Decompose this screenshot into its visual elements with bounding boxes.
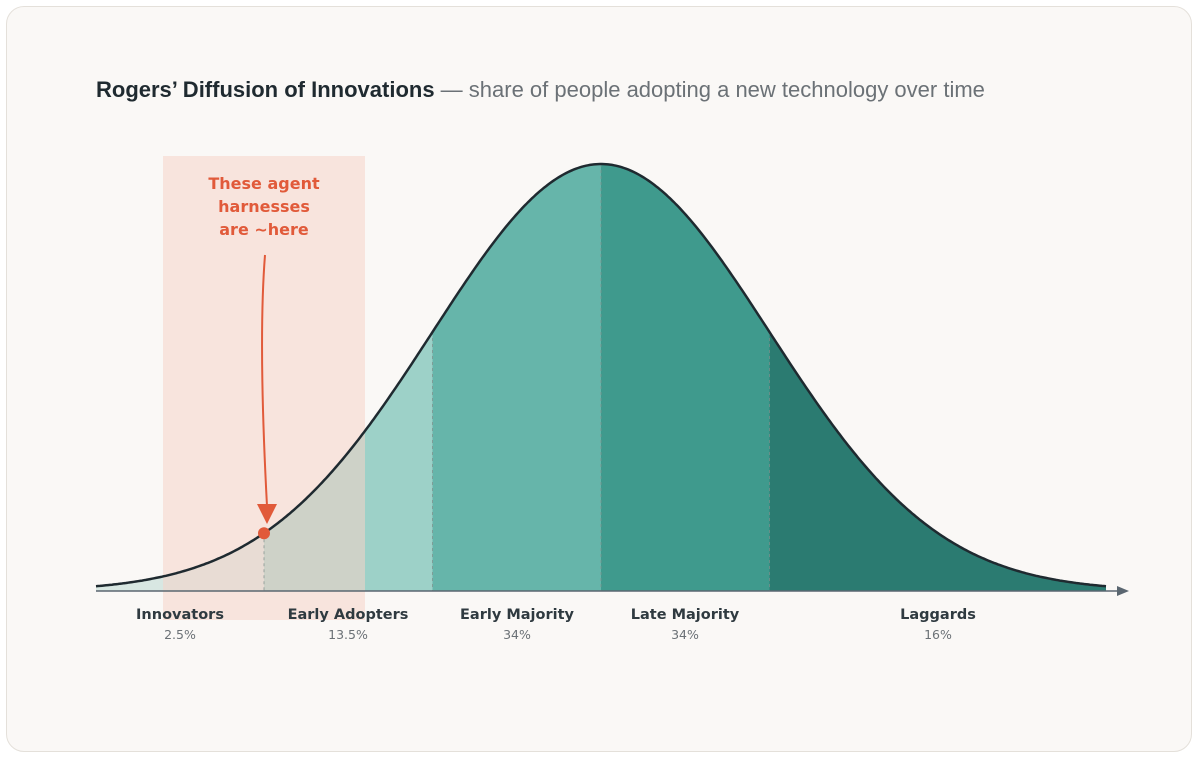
segment-area-laggards [769, 332, 1106, 591]
segment-percent-laggards: 16% [924, 627, 952, 642]
diagram-card: Rogers’ Diffusion of Innovations — share… [6, 6, 1192, 752]
segment-label-early-majority: Early Majority [460, 607, 575, 623]
segment-label-early-adopters: Early Adopters [288, 607, 409, 623]
segment-label-innovators: Innovators [136, 607, 224, 623]
callout-arrow [260, 254, 268, 507]
segment-percent-late-majority: 34% [671, 627, 699, 642]
title-subtitle: — share of people adopting a new technol… [434, 77, 985, 102]
dividers-layer [263, 164, 770, 591]
chart-title: Rogers’ Diffusion of Innovations — share… [96, 75, 985, 105]
segment-area-early-majority [432, 164, 601, 591]
segment-area-late-majority [601, 164, 770, 591]
callout-line-1: These agent [208, 174, 320, 193]
x-axis-arrow-icon [1117, 586, 1129, 596]
diffusion-diagram: These agent harnesses are ~here Innovato… [95, 156, 1129, 642]
segment-label-late-majority: Late Majority [631, 607, 740, 623]
highlight-band [163, 156, 365, 620]
segment-percent-early-adopters: 13.5% [328, 627, 368, 642]
callout-arrowhead-icon [257, 504, 277, 524]
segment-label-laggards: Laggards [900, 607, 976, 623]
segment-percent-early-majority: 34% [503, 627, 531, 642]
callout-line-3: are ~here [219, 220, 309, 239]
callout-line-2: harnesses [218, 197, 310, 216]
segment-percent-innovators: 2.5% [164, 627, 196, 642]
title-main: Rogers’ Diffusion of Innovations [96, 77, 435, 102]
position-marker [258, 527, 270, 540]
